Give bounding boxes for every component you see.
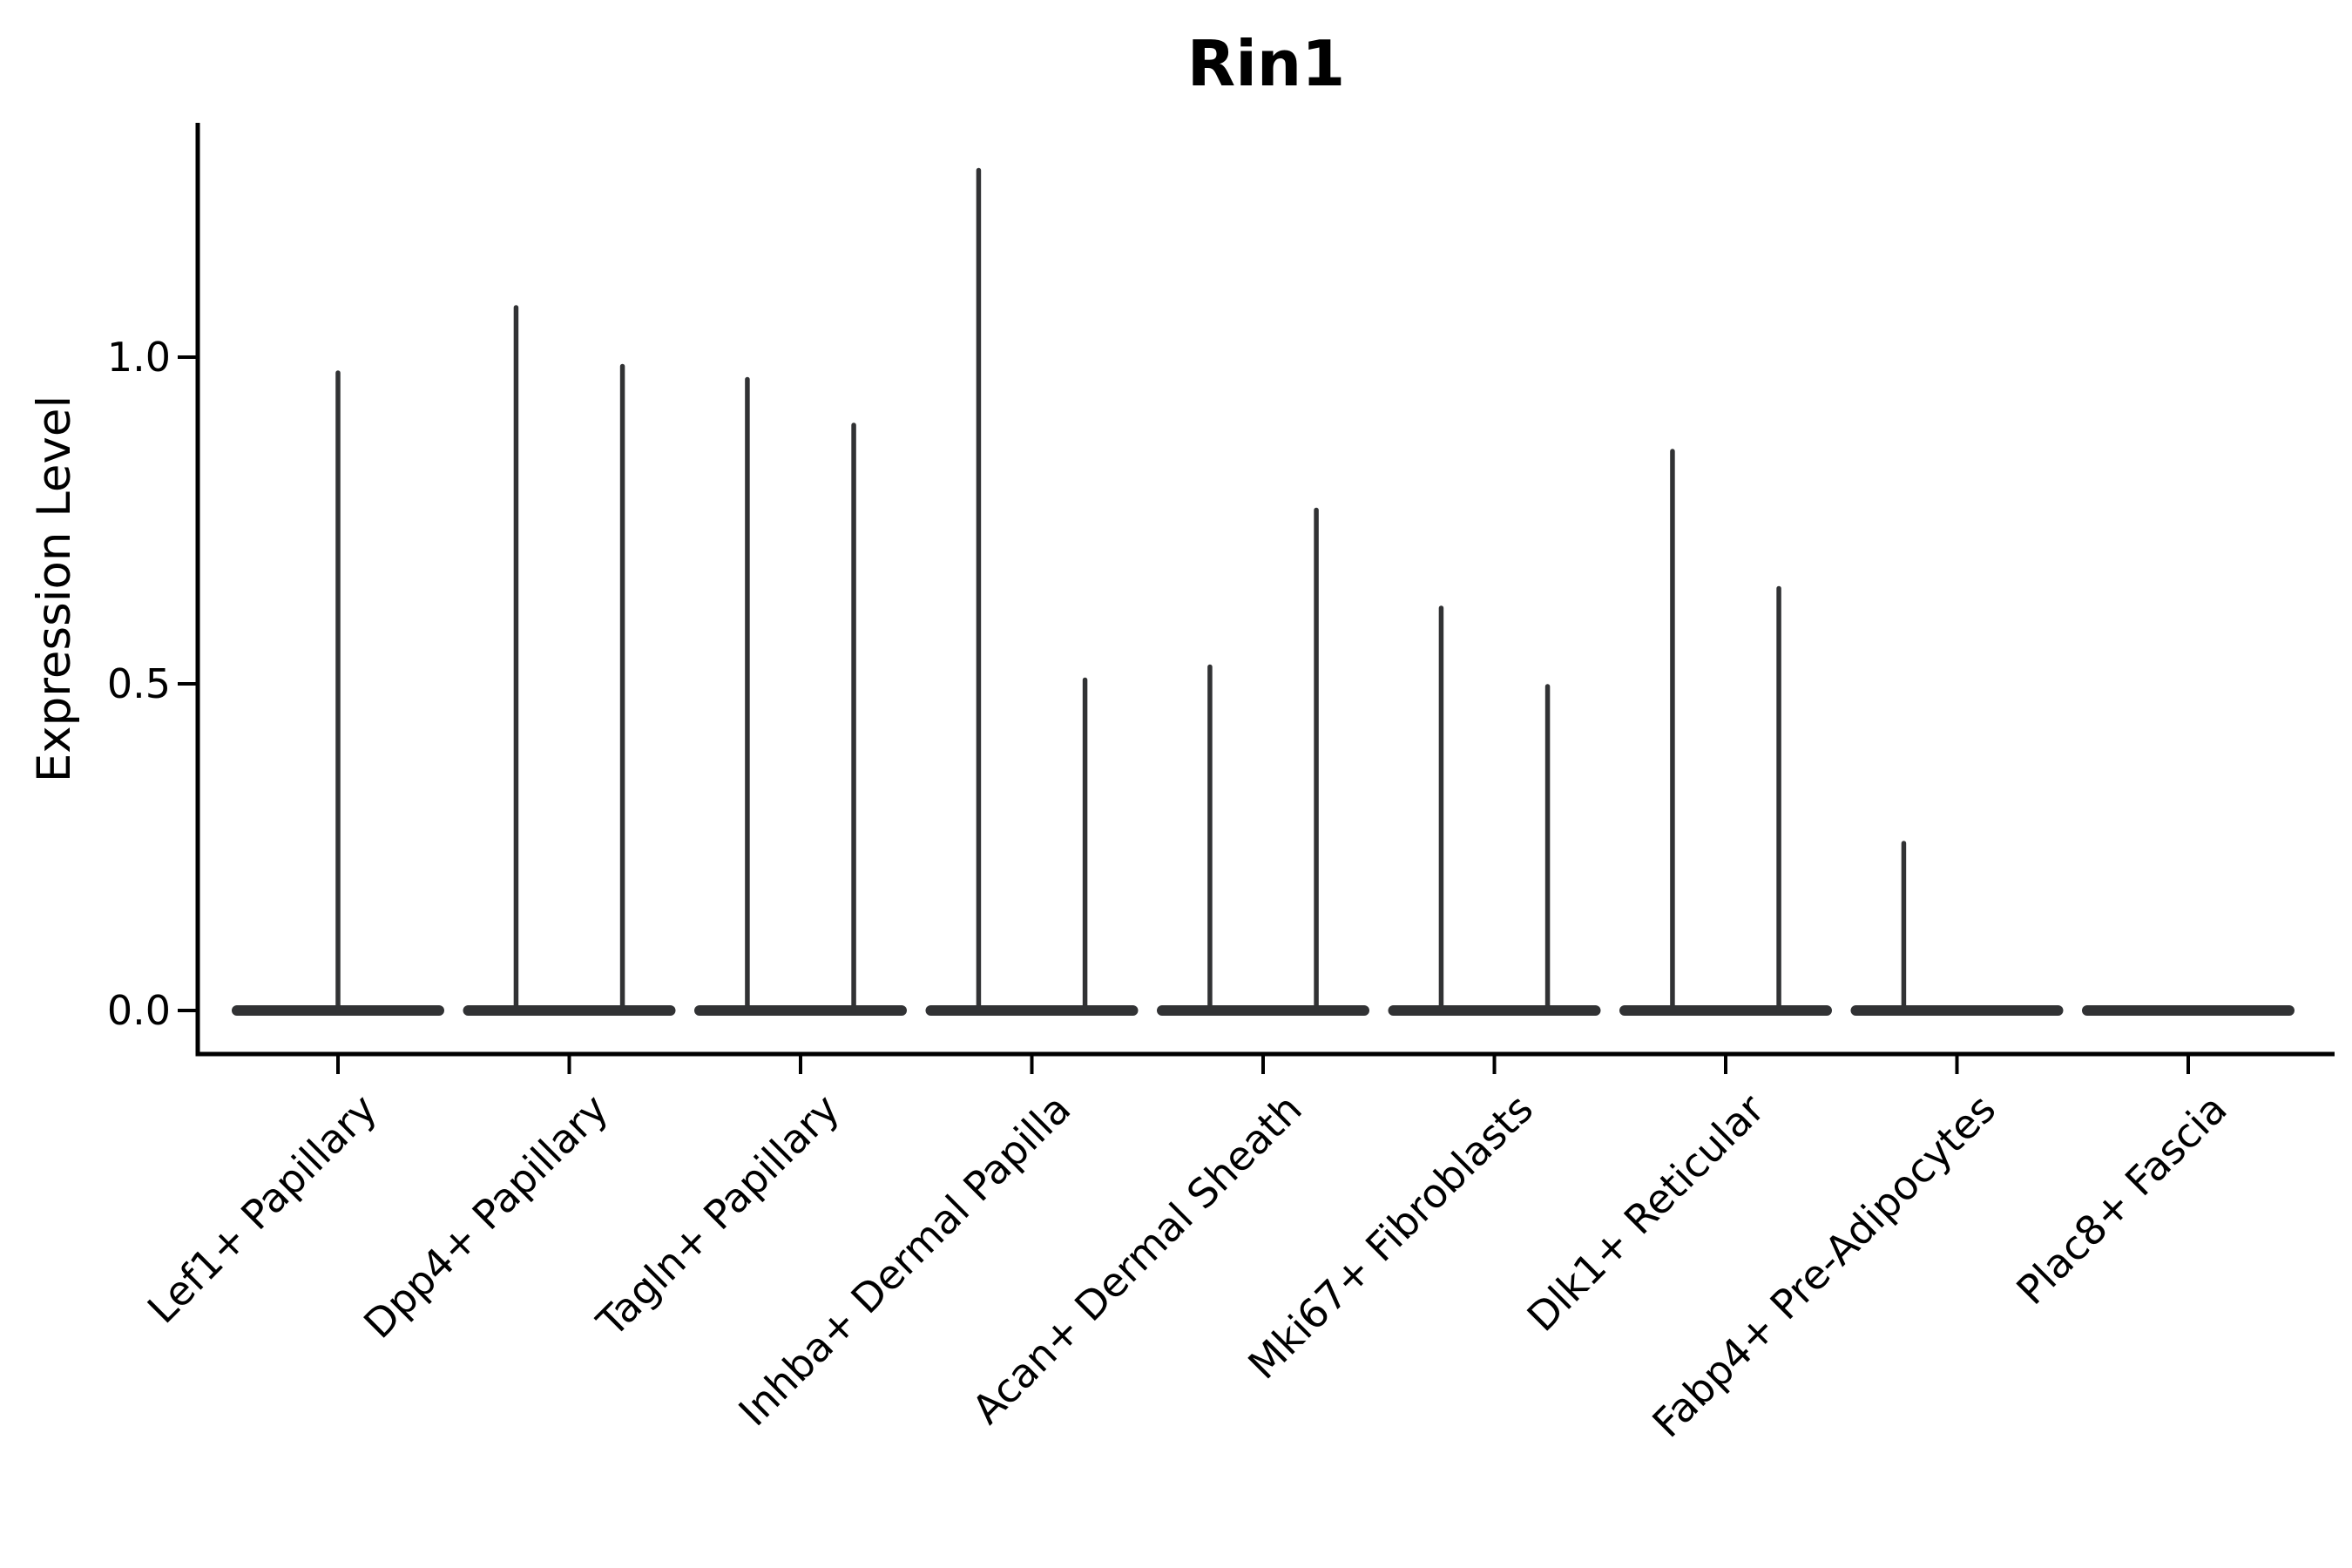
y-tick-label: 1.0 (107, 334, 171, 381)
x-tick-label: Plac8+ Fascia (2007, 1085, 2235, 1314)
x-tick-label: Lef1+ Papillary (139, 1085, 386, 1333)
x-tick-label: Dlk1+ Reticular (1518, 1085, 1774, 1341)
violin-base (1850, 1005, 2064, 1016)
chart-title: Rin1 (1186, 27, 1346, 100)
violin-base (1157, 1005, 1369, 1016)
violin-base (463, 1005, 676, 1016)
violin-base (1619, 1005, 1832, 1016)
violin-base (1388, 1005, 1601, 1016)
y-tick-label: 0.5 (107, 660, 171, 707)
violin-base (2082, 1005, 2295, 1016)
violin-base (694, 1005, 907, 1016)
x-tick-label: Dpp4+ Papillary (355, 1085, 617, 1348)
x-tick-label: Tagln+ Papillary (587, 1085, 848, 1347)
y-tick-label: 0.0 (107, 987, 171, 1034)
violin-base (925, 1005, 1139, 1016)
